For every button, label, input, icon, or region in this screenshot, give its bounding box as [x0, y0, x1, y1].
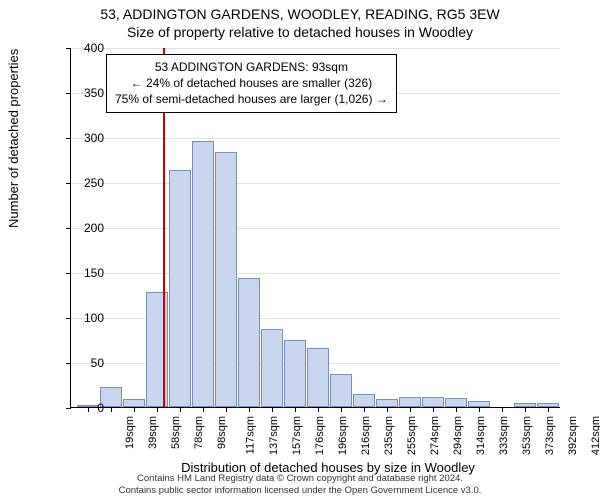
histogram-bar — [330, 374, 352, 407]
info-line: 53 ADDINGTON GARDENS: 93sqm — [115, 59, 388, 75]
xtick-label: 216sqm — [360, 416, 372, 455]
xtick-mark — [387, 407, 388, 412]
xtick-label: 117sqm — [244, 416, 256, 454]
xtick-label: 294sqm — [452, 416, 464, 455]
xtick-mark — [433, 407, 434, 412]
xtick-mark — [456, 407, 457, 412]
ytick-mark — [66, 228, 71, 229]
info-line: 75% of semi-detached houses are larger (… — [115, 91, 388, 107]
histogram-bar — [445, 398, 467, 407]
xtick-mark — [479, 407, 480, 412]
footer-attribution: Contains HM Land Registry data © Crown c… — [0, 473, 600, 496]
info-line: ← 24% of detached houses are smaller (32… — [115, 75, 388, 91]
xtick-mark — [525, 407, 526, 412]
xtick-mark — [88, 407, 89, 412]
xtick-label: 274sqm — [429, 416, 441, 455]
title-subtitle: Size of property relative to detached ho… — [0, 24, 600, 42]
histogram-bar — [353, 394, 375, 408]
xtick-label: 333sqm — [498, 416, 510, 455]
xtick-label: 157sqm — [291, 416, 303, 455]
xtick-label: 58sqm — [170, 416, 182, 449]
ytick-label: 350 — [84, 86, 104, 100]
xtick-label: 176sqm — [314, 416, 326, 455]
chart-area: 53 ADDINGTON GARDENS: 93sqm← 24% of deta… — [70, 48, 560, 408]
ytick-mark — [66, 273, 71, 274]
xtick-label: 137sqm — [268, 416, 280, 455]
xtick-label: 373sqm — [544, 416, 556, 455]
plot-region: 53 ADDINGTON GARDENS: 93sqm← 24% of deta… — [70, 48, 560, 408]
chart-title-block: 53, ADDINGTON GARDENS, WOODLEY, READING,… — [0, 0, 600, 41]
xtick-label: 98sqm — [216, 416, 228, 449]
property-info-box: 53 ADDINGTON GARDENS: 93sqm← 24% of deta… — [106, 54, 397, 113]
gridline — [71, 183, 560, 184]
ytick-label: 100 — [84, 311, 104, 325]
xtick-label: 78sqm — [193, 416, 205, 449]
xtick-mark — [318, 407, 319, 412]
histogram-bar — [215, 152, 237, 407]
xtick-mark — [180, 407, 181, 412]
ytick-mark — [66, 138, 71, 139]
ytick-label: 250 — [84, 176, 104, 190]
footer-line-2: Contains public sector information licen… — [0, 485, 600, 496]
xtick-mark — [226, 407, 227, 412]
title-address: 53, ADDINGTON GARDENS, WOODLEY, READING,… — [0, 6, 600, 24]
ytick-mark — [66, 48, 71, 49]
xtick-mark — [249, 407, 250, 412]
xtick-mark — [410, 407, 411, 412]
xtick-mark — [272, 407, 273, 412]
ytick-label: 300 — [84, 131, 104, 145]
xtick-label: 19sqm — [124, 416, 136, 449]
histogram-bar — [399, 397, 421, 407]
ytick-label: 150 — [84, 266, 104, 280]
xtick-mark — [548, 407, 549, 412]
ytick-mark — [66, 363, 71, 364]
ytick-mark — [66, 318, 71, 319]
xtick-label: 196sqm — [337, 416, 349, 455]
xtick-label: 255sqm — [406, 416, 418, 455]
histogram-bar — [261, 329, 283, 407]
xtick-label: 392sqm — [567, 416, 579, 455]
histogram-bar — [169, 170, 191, 407]
ytick-label: 50 — [91, 356, 104, 370]
ytick-mark — [66, 183, 71, 184]
gridline — [71, 48, 560, 49]
xtick-mark — [134, 407, 135, 412]
ytick-label: 400 — [84, 41, 104, 55]
xtick-mark — [341, 407, 342, 412]
xtick-mark — [111, 407, 112, 412]
histogram-bar — [123, 399, 145, 407]
xtick-mark — [295, 407, 296, 412]
gridline — [71, 138, 560, 139]
xtick-label: 39sqm — [147, 416, 159, 449]
xtick-label: 353sqm — [521, 416, 533, 455]
gridline — [71, 228, 560, 229]
histogram-bar — [422, 397, 444, 407]
ytick-mark — [66, 93, 71, 94]
histogram-bar — [376, 399, 398, 407]
gridline — [71, 318, 560, 319]
ytick-mark — [66, 408, 71, 409]
histogram-bar — [238, 278, 260, 407]
y-axis-label: Number of detached properties — [6, 49, 21, 228]
gridline — [71, 273, 560, 274]
xtick-label: 314sqm — [475, 416, 487, 455]
histogram-bar — [192, 141, 214, 407]
xtick-mark — [157, 407, 158, 412]
xtick-label: 412sqm — [590, 416, 600, 455]
footer-line-1: Contains HM Land Registry data © Crown c… — [0, 473, 600, 484]
xtick-label: 235sqm — [383, 416, 395, 455]
xtick-mark — [502, 407, 503, 412]
ytick-label: 0 — [97, 401, 104, 415]
histogram-bar — [307, 348, 329, 407]
xtick-mark — [203, 407, 204, 412]
ytick-label: 200 — [84, 221, 104, 235]
xtick-mark — [364, 407, 365, 412]
histogram-bar — [284, 340, 306, 408]
